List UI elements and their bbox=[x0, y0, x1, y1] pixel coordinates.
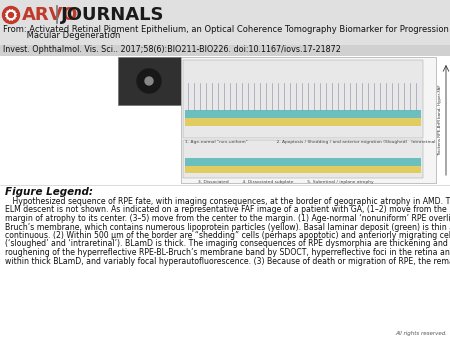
Text: JOURNALS: JOURNALS bbox=[61, 6, 165, 24]
Text: Hypothesized sequence of RPE fate, with imaging consequences, at the border of g: Hypothesized sequence of RPE fate, with … bbox=[5, 197, 450, 206]
Circle shape bbox=[17, 14, 19, 16]
Text: ELM descent is not shown. As indicated on a representative FAF image of a patien: ELM descent is not shown. As indicated o… bbox=[5, 206, 447, 215]
Bar bbox=[0, 45, 450, 55]
Text: roughening of the hyperreflective RPE-BL-Bruch’s membrane band by SDOCT, hyperre: roughening of the hyperreflective RPE-BL… bbox=[5, 248, 450, 257]
Text: 3. Dissociated          4. Dissociated subplate          5. Subretinal / inplane: 3. Dissociated 4. Dissociated subplate 5… bbox=[198, 180, 374, 184]
Circle shape bbox=[6, 8, 9, 10]
Bar bbox=[185, 158, 421, 166]
Circle shape bbox=[3, 14, 5, 16]
Circle shape bbox=[137, 69, 161, 93]
Text: From: Activated Retinal Pigment Epithelium, an Optical Coherence Tomography Biom: From: Activated Retinal Pigment Epitheli… bbox=[3, 25, 450, 34]
Circle shape bbox=[10, 7, 12, 9]
Text: 1. Age-normal "non-uniform"                     2. Apoptosis / Shedding / and an: 1. Age-normal "non-uniform" 2. Apoptosis… bbox=[185, 140, 436, 144]
Bar bbox=[185, 118, 421, 126]
Circle shape bbox=[3, 6, 19, 24]
Bar bbox=[183, 60, 423, 138]
Text: Macular Degeneration: Macular Degeneration bbox=[3, 31, 121, 40]
Bar bbox=[118, 57, 181, 105]
Circle shape bbox=[14, 8, 15, 10]
Bar bbox=[181, 57, 436, 183]
Text: Invest. Ophthalmol. Vis. Sci.. 2017;58(6):BIO211-BIO226. doi:10.1167/iovs.17-218: Invest. Ophthalmol. Vis. Sci.. 2017;58(6… bbox=[3, 46, 341, 54]
Bar bbox=[183, 140, 423, 178]
Circle shape bbox=[9, 13, 13, 18]
Bar bbox=[185, 110, 421, 118]
Circle shape bbox=[4, 18, 6, 20]
Circle shape bbox=[5, 9, 17, 21]
Text: All rights reserved.: All rights reserved. bbox=[395, 331, 447, 336]
Circle shape bbox=[14, 20, 15, 22]
Text: continuous. (2) Within 500 μm of the border are “shedding” cells (perhaps apopto: continuous. (2) Within 500 μm of the bor… bbox=[5, 231, 450, 240]
Bar bbox=[0, 185, 450, 338]
Text: Bruch’s membrane, which contains numerous lipoprotein particles (yellow). Basal : Bruch’s membrane, which contains numerou… bbox=[5, 222, 450, 232]
Text: Thickens RPE-BrM band, Hyper-FAF: Thickens RPE-BrM band, Hyper-FAF bbox=[438, 84, 442, 156]
Text: (‘sloughed’ and ‘intraretinal’). BLamD is thick. The imaging consequences of RPE: (‘sloughed’ and ‘intraretinal’). BLamD i… bbox=[5, 240, 448, 248]
Bar bbox=[0, 55, 450, 185]
Circle shape bbox=[145, 77, 153, 85]
Circle shape bbox=[4, 10, 6, 13]
Bar bbox=[0, 0, 450, 55]
Text: within thick BLamD, and variably focal hyperautofluorescence. (3) Because of dea: within thick BLamD, and variably focal h… bbox=[5, 257, 450, 266]
Circle shape bbox=[16, 18, 18, 20]
Circle shape bbox=[10, 21, 12, 23]
Text: ARVO: ARVO bbox=[22, 6, 78, 24]
Text: Figure Legend:: Figure Legend: bbox=[5, 187, 93, 197]
Circle shape bbox=[6, 20, 9, 22]
Bar bbox=[185, 166, 421, 173]
Text: margin of atrophy to its center. (3–5) move from the center to the margin. (1) A: margin of atrophy to its center. (3–5) m… bbox=[5, 214, 450, 223]
Circle shape bbox=[16, 10, 18, 13]
